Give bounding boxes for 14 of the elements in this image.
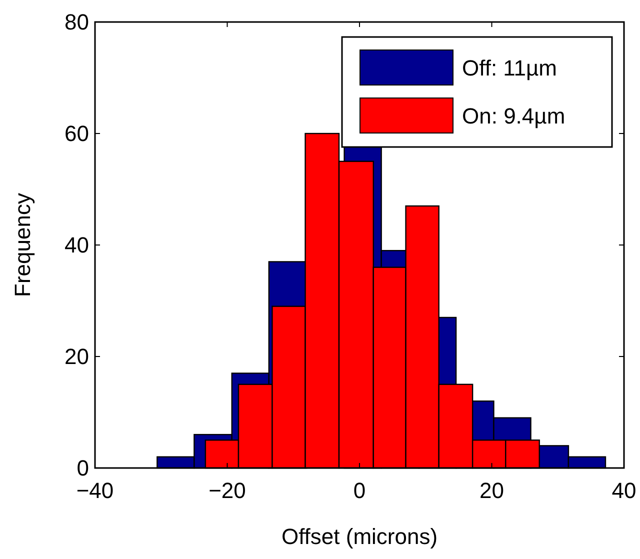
x-tick-label: 0 xyxy=(353,478,366,503)
x-tick-label: −20 xyxy=(208,478,246,503)
y-axis-title: Frequency xyxy=(10,193,35,297)
legend-label: On: 9.4µm xyxy=(462,104,566,129)
legend-label: Off: 11µm xyxy=(462,56,558,81)
y-tick-label: 0 xyxy=(76,456,89,481)
x-tick-label: −40 xyxy=(76,478,114,503)
y-tick-label: 60 xyxy=(64,121,89,146)
x-tick-label: 40 xyxy=(612,478,636,503)
x-tick-label: 20 xyxy=(480,478,504,503)
y-tick-label: 80 xyxy=(64,10,89,35)
y-tick-label: 20 xyxy=(64,344,89,370)
x-axis-title: Offset (microns) xyxy=(281,524,438,549)
y-tick-label: 40 xyxy=(64,232,89,258)
